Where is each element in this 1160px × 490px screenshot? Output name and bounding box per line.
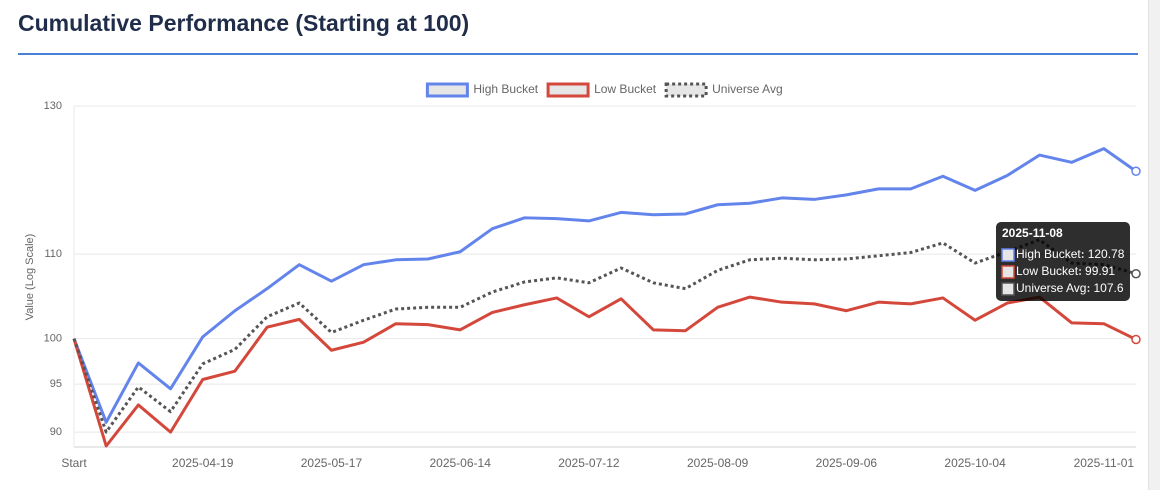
tooltip-sep (1087, 286, 1090, 288)
scrollbar[interactable] (1148, 0, 1160, 490)
series-line (72, 295, 1137, 448)
tooltip-sep (1081, 256, 1084, 258)
legend: High Bucket Low Bucket Universe Avg (425, 82, 783, 98)
legend-swatch (546, 82, 590, 98)
tooltip-name: High Bucket (1016, 247, 1081, 261)
tooltip-box (996, 222, 1130, 301)
tooltip-title: 2025-11-08 (1002, 226, 1063, 240)
x-tick-label: 2025-10-04 (944, 456, 1006, 470)
legend-label: High Bucket (473, 82, 538, 96)
series-line (72, 238, 1137, 434)
tooltip: 2025-11-08 High Bucket 120.78 Low Bucket 99.… (996, 222, 1130, 301)
tooltip-value: 99.91 (1085, 264, 1115, 278)
tooltip-sep (1087, 290, 1090, 292)
legend-swatch (425, 82, 469, 98)
x-tick-label: 2025-09-06 (816, 456, 878, 470)
x-tick-label: 2025-11-01 (1074, 456, 1135, 470)
legend-swatch (664, 82, 708, 98)
tooltip-sep (1079, 269, 1081, 271)
tooltip-swatch (1001, 265, 1015, 279)
tooltip-swatch (1001, 282, 1015, 296)
tooltip-sep (1079, 273, 1081, 275)
series-line (72, 147, 1137, 424)
x-tick-label: Start (61, 456, 87, 470)
legend-label: Universe Avg (712, 82, 782, 96)
tooltip-value: 107.6 (1093, 281, 1123, 295)
x-tick-label: 2025-05-17 (301, 456, 363, 470)
x-tick-label: 2025-07-12 (558, 456, 620, 470)
tooltip-value: 120.78 (1088, 247, 1125, 261)
x-tick-label: 2025-08-09 (687, 456, 749, 470)
y-tick-label: 100 (44, 333, 62, 345)
hover-point (1131, 268, 1141, 279)
tooltip-name: Low Bucket (1016, 264, 1079, 278)
x-tick-label: 2025-06-14 (429, 456, 491, 470)
y-tick-label: 130 (44, 100, 62, 112)
y-tick-label: 110 (44, 248, 62, 260)
hover-point (1131, 334, 1141, 345)
title-rule (18, 53, 1138, 55)
tooltip-swatch (1001, 248, 1015, 262)
hover-point (1131, 166, 1141, 176)
y-axis-label: Value (Log Scale) (24, 234, 36, 321)
y-tick-label: 95 (50, 378, 62, 390)
x-tick-label: 2025-04-19 (172, 456, 234, 470)
legend-label: Low Bucket (594, 82, 657, 96)
chart-title: Cumulative Performance (Starting at 100) (18, 10, 470, 36)
y-tick-label: 90 (50, 426, 62, 438)
tooltip-name: Universe Avg (1016, 281, 1086, 295)
tooltip-sep (1081, 252, 1084, 254)
